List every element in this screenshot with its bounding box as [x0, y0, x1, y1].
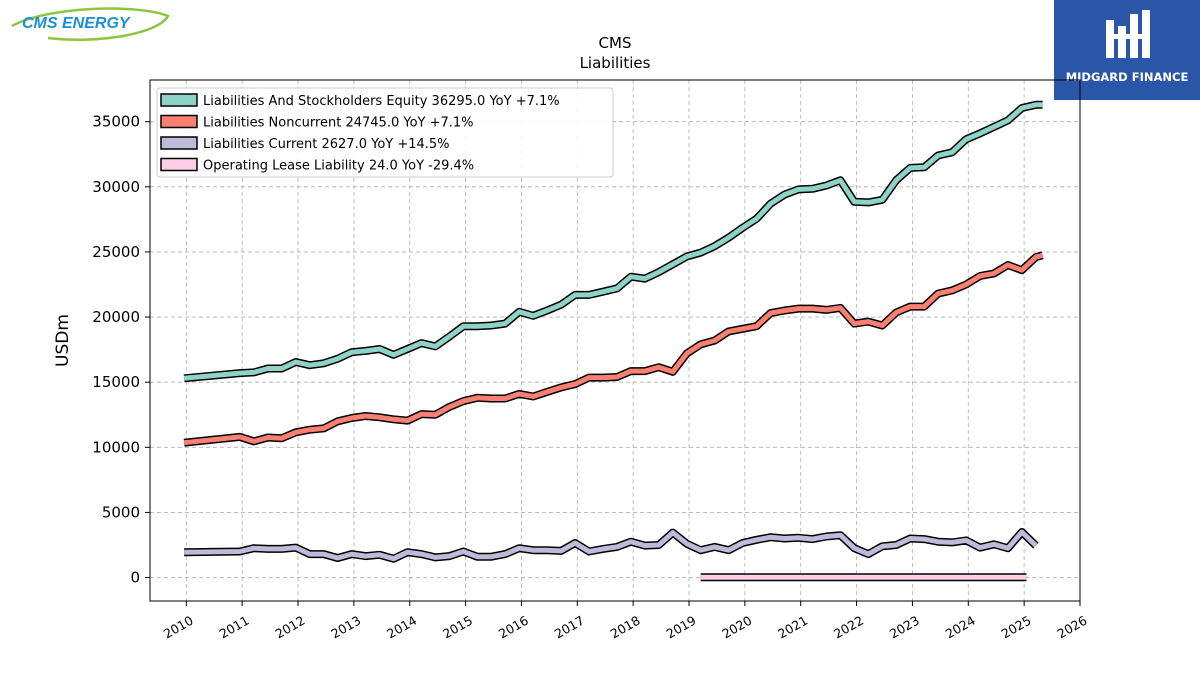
cms-energy-logo: CMS ENERGY — [8, 4, 173, 44]
y-tick-label: 5000 — [102, 503, 140, 521]
legend: Liabilities And Stockholders Equity 3629… — [156, 87, 614, 178]
x-tick-label: 2011 — [217, 613, 252, 642]
x-tick-label: 2012 — [272, 613, 307, 642]
y-tick-label: 20000 — [92, 308, 140, 326]
x-tick-label: 2021 — [775, 613, 810, 642]
series-1-line — [183, 252, 1044, 446]
y-tick-label: 25000 — [92, 243, 140, 261]
x-tick-label: 2017 — [552, 613, 587, 642]
legend-label-1: Liabilities Noncurrent 24745.0 YoY +7.1% — [203, 116, 474, 131]
legend-swatch-2 — [160, 136, 198, 150]
y-tick-label: 30000 — [92, 178, 140, 196]
legend-label-2: Liabilities Current 2627.0 YoY +14.5% — [203, 137, 450, 152]
midgard-finance-emblem-icon — [1106, 10, 1150, 58]
legend-label-0: Liabilities And Stockholders Equity 3629… — [203, 94, 560, 109]
chart-subtitle: Liabilities — [580, 54, 651, 72]
y-tick-label: 35000 — [92, 113, 140, 131]
chart-title: CMS — [599, 34, 632, 52]
cms-energy-swoosh-icon: CMS ENERGY — [11, 7, 170, 41]
y-axis-label: USDm — [53, 314, 73, 367]
legend-swatch-1 — [160, 114, 198, 129]
x-tick-label: 2019 — [663, 613, 698, 642]
x-tick-label: 2026 — [1054, 613, 1089, 642]
plot-frame — [149, 79, 1081, 602]
x-tick-label: 2016 — [496, 613, 531, 642]
series-2-line — [184, 529, 1038, 562]
x-tick-label: 2018 — [608, 613, 643, 642]
legend-swatch-0 — [160, 93, 198, 107]
y-tick-label: 15000 — [92, 373, 140, 391]
midgard-finance-logo: MIDGARD FINANCE — [1054, 0, 1200, 100]
legend-label-3: Operating Lease Liability 24.0 YoY -29.4… — [203, 159, 474, 174]
y-tick-label: 0 — [130, 569, 140, 587]
series-1-outline — [183, 251, 1044, 447]
x-tick-label: 2024 — [943, 613, 978, 642]
series-0-line — [183, 102, 1043, 381]
x-tick-label: 2020 — [719, 613, 754, 642]
x-tick-label: 2025 — [999, 613, 1034, 642]
x-tick-label: 2010 — [161, 613, 196, 642]
x-tick-label: 2015 — [440, 613, 475, 642]
cms-energy-logo-text: CMS ENERGY — [22, 15, 131, 32]
x-tick-label: 2023 — [887, 613, 922, 642]
x-tick-label: 2022 — [831, 613, 866, 642]
legend-swatch-3 — [160, 157, 198, 172]
x-tick-label: 2013 — [328, 613, 363, 642]
midgard-finance-logo-text: MIDGARD FINANCE — [1065, 70, 1189, 84]
legend-box — [156, 87, 614, 178]
series-lines — [183, 100, 1044, 582]
y-tick-label: 10000 — [92, 438, 140, 456]
x-tick-label: 2014 — [384, 613, 419, 642]
